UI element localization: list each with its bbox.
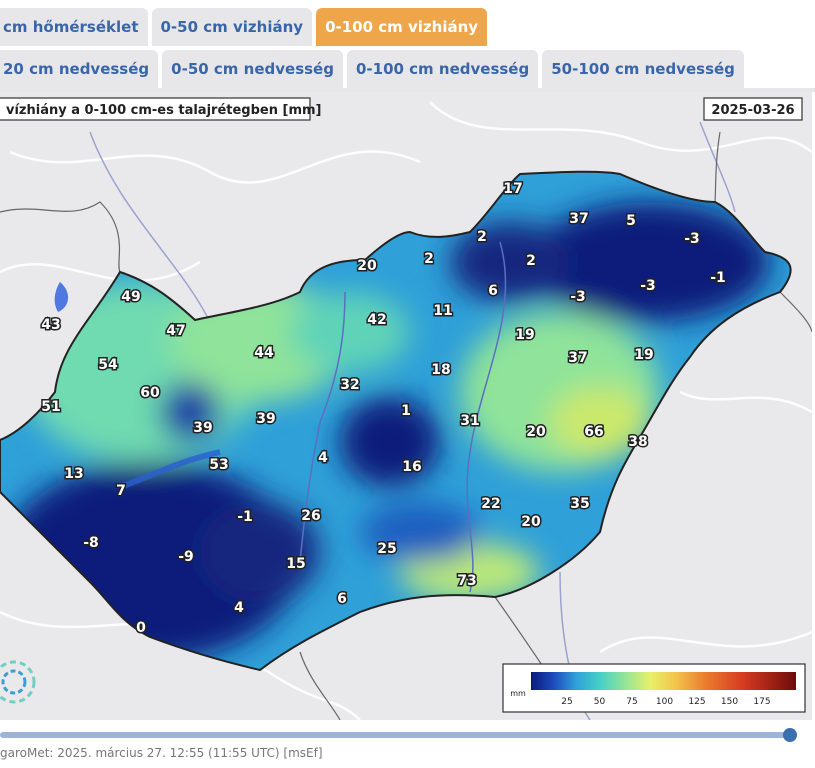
station-value-label: 13 xyxy=(64,466,83,482)
station-value-label: 32 xyxy=(340,377,359,393)
station-value-label: 66 xyxy=(584,424,603,440)
station-value-label: 39 xyxy=(256,411,275,427)
station-value-label: 16 xyxy=(402,459,421,475)
map-title: vízhiány a 0-100 cm-es talajrétegben [mm… xyxy=(6,103,321,118)
slider-handle[interactable] xyxy=(783,728,797,742)
tab-row-depth: cm hőmérséklet 0-50 cm vizhiány 0-100 cm… xyxy=(0,8,488,46)
station-value-label: 38 xyxy=(628,434,647,450)
station-value-label: 4 xyxy=(318,450,328,466)
station-value-label: 26 xyxy=(301,508,320,524)
station-value-label: 25 xyxy=(377,541,396,557)
station-value-label: 20 xyxy=(521,514,541,530)
station-value-label: 43 xyxy=(41,317,60,333)
station-value-label: 35 xyxy=(570,496,589,512)
legend-tick-label: 50 xyxy=(594,697,606,707)
legend-tick-label: 25 xyxy=(561,697,572,707)
station-value-label: 20 xyxy=(526,424,546,440)
station-value-label: 15 xyxy=(286,556,305,572)
station-value-label: 6 xyxy=(488,283,498,299)
station-value-label: 4 xyxy=(234,600,244,616)
legend-tick-label: 175 xyxy=(753,697,770,707)
station-value-label: 7 xyxy=(116,483,126,499)
station-value-label: 44 xyxy=(254,345,274,361)
legend-tick-label: 100 xyxy=(656,697,673,707)
station-value-label: 17 xyxy=(503,181,522,197)
station-value-label: -9 xyxy=(178,549,194,565)
map-date-box: 2025-03-26 xyxy=(703,97,803,121)
tab-moisture-0-100[interactable]: 0-100 cm nedvesség xyxy=(346,50,539,88)
station-value-label: 73 xyxy=(457,573,476,589)
legend-tick-label: 150 xyxy=(721,697,738,707)
station-value-label: 49 xyxy=(121,289,140,305)
map-date: 2025-03-26 xyxy=(711,103,794,118)
map-title-box: vízhiány a 0-100 cm-es talajrétegben [mm… xyxy=(0,97,321,121)
station-value-label: -3 xyxy=(640,278,656,294)
legend-unit: mm xyxy=(510,689,526,698)
station-value-label: 19 xyxy=(515,327,534,343)
station-value-label: 60 xyxy=(140,385,160,401)
legend: mm 25 50 75 100 125 150 175 xyxy=(502,663,806,713)
station-value-label: 42 xyxy=(367,312,386,328)
station-value-label: -3 xyxy=(684,231,700,247)
station-value-label: 37 xyxy=(568,350,587,366)
station-value-label: 2 xyxy=(477,229,487,245)
station-value-label: 54 xyxy=(98,357,118,373)
time-slider[interactable] xyxy=(0,728,800,742)
legend-tick-label: 125 xyxy=(688,697,705,707)
tab-row-moisture: 20 cm nedvesség 0-50 cm nedvesség 0-100 … xyxy=(0,50,744,88)
legend-tick-label: 75 xyxy=(626,697,637,707)
station-value-label: -8 xyxy=(83,535,99,551)
footer-text: garoMet: 2025. március 27. 12:55 (11:55 … xyxy=(0,746,323,760)
station-value-label: 1 xyxy=(401,403,411,419)
station-value-label: 31 xyxy=(460,413,479,429)
station-value-label: -1 xyxy=(237,509,253,525)
station-value-label: -3 xyxy=(570,289,586,305)
station-value-label: 0 xyxy=(136,620,146,636)
station-value-label: 22 xyxy=(481,496,500,512)
station-value-label: 19 xyxy=(634,347,653,363)
station-value-label: 2 xyxy=(526,253,536,269)
tab-moisture-20[interactable]: 20 cm nedvesség xyxy=(0,50,159,88)
tab-water-deficit-0-50[interactable]: 0-50 cm vizhiány xyxy=(151,8,313,46)
tab-underline xyxy=(0,88,815,92)
station-value-label: 18 xyxy=(431,362,450,378)
station-value-label: 37 xyxy=(569,211,588,227)
station-value-label: 47 xyxy=(166,323,185,339)
station-value-label: 2 xyxy=(424,251,434,267)
station-value-label: 53 xyxy=(209,457,228,473)
logo-icon xyxy=(0,660,36,704)
tab-moisture-0-50[interactable]: 0-50 cm nedvesség xyxy=(162,50,343,88)
tab-moisture-50-100[interactable]: 50-100 cm nedvesség xyxy=(542,50,744,88)
station-value-label: 39 xyxy=(193,420,212,436)
station-value-label: 6 xyxy=(337,591,347,607)
station-value-label: 5 xyxy=(626,213,636,229)
station-value-label: -1 xyxy=(710,270,726,286)
map-panel: 17 37 5 -3 2 2 20 2 -1 6 -3 -3 49 43 47 42 11 19 54 44 37 19 6… xyxy=(0,92,813,721)
station-value-label: 11 xyxy=(433,303,452,319)
tab-temperature[interactable]: cm hőmérséklet xyxy=(0,8,148,46)
station-value-label: 51 xyxy=(41,399,60,415)
tab-water-deficit-0-100[interactable]: 0-100 cm vizhiány xyxy=(316,8,488,46)
station-value-label: 20 xyxy=(357,258,377,274)
